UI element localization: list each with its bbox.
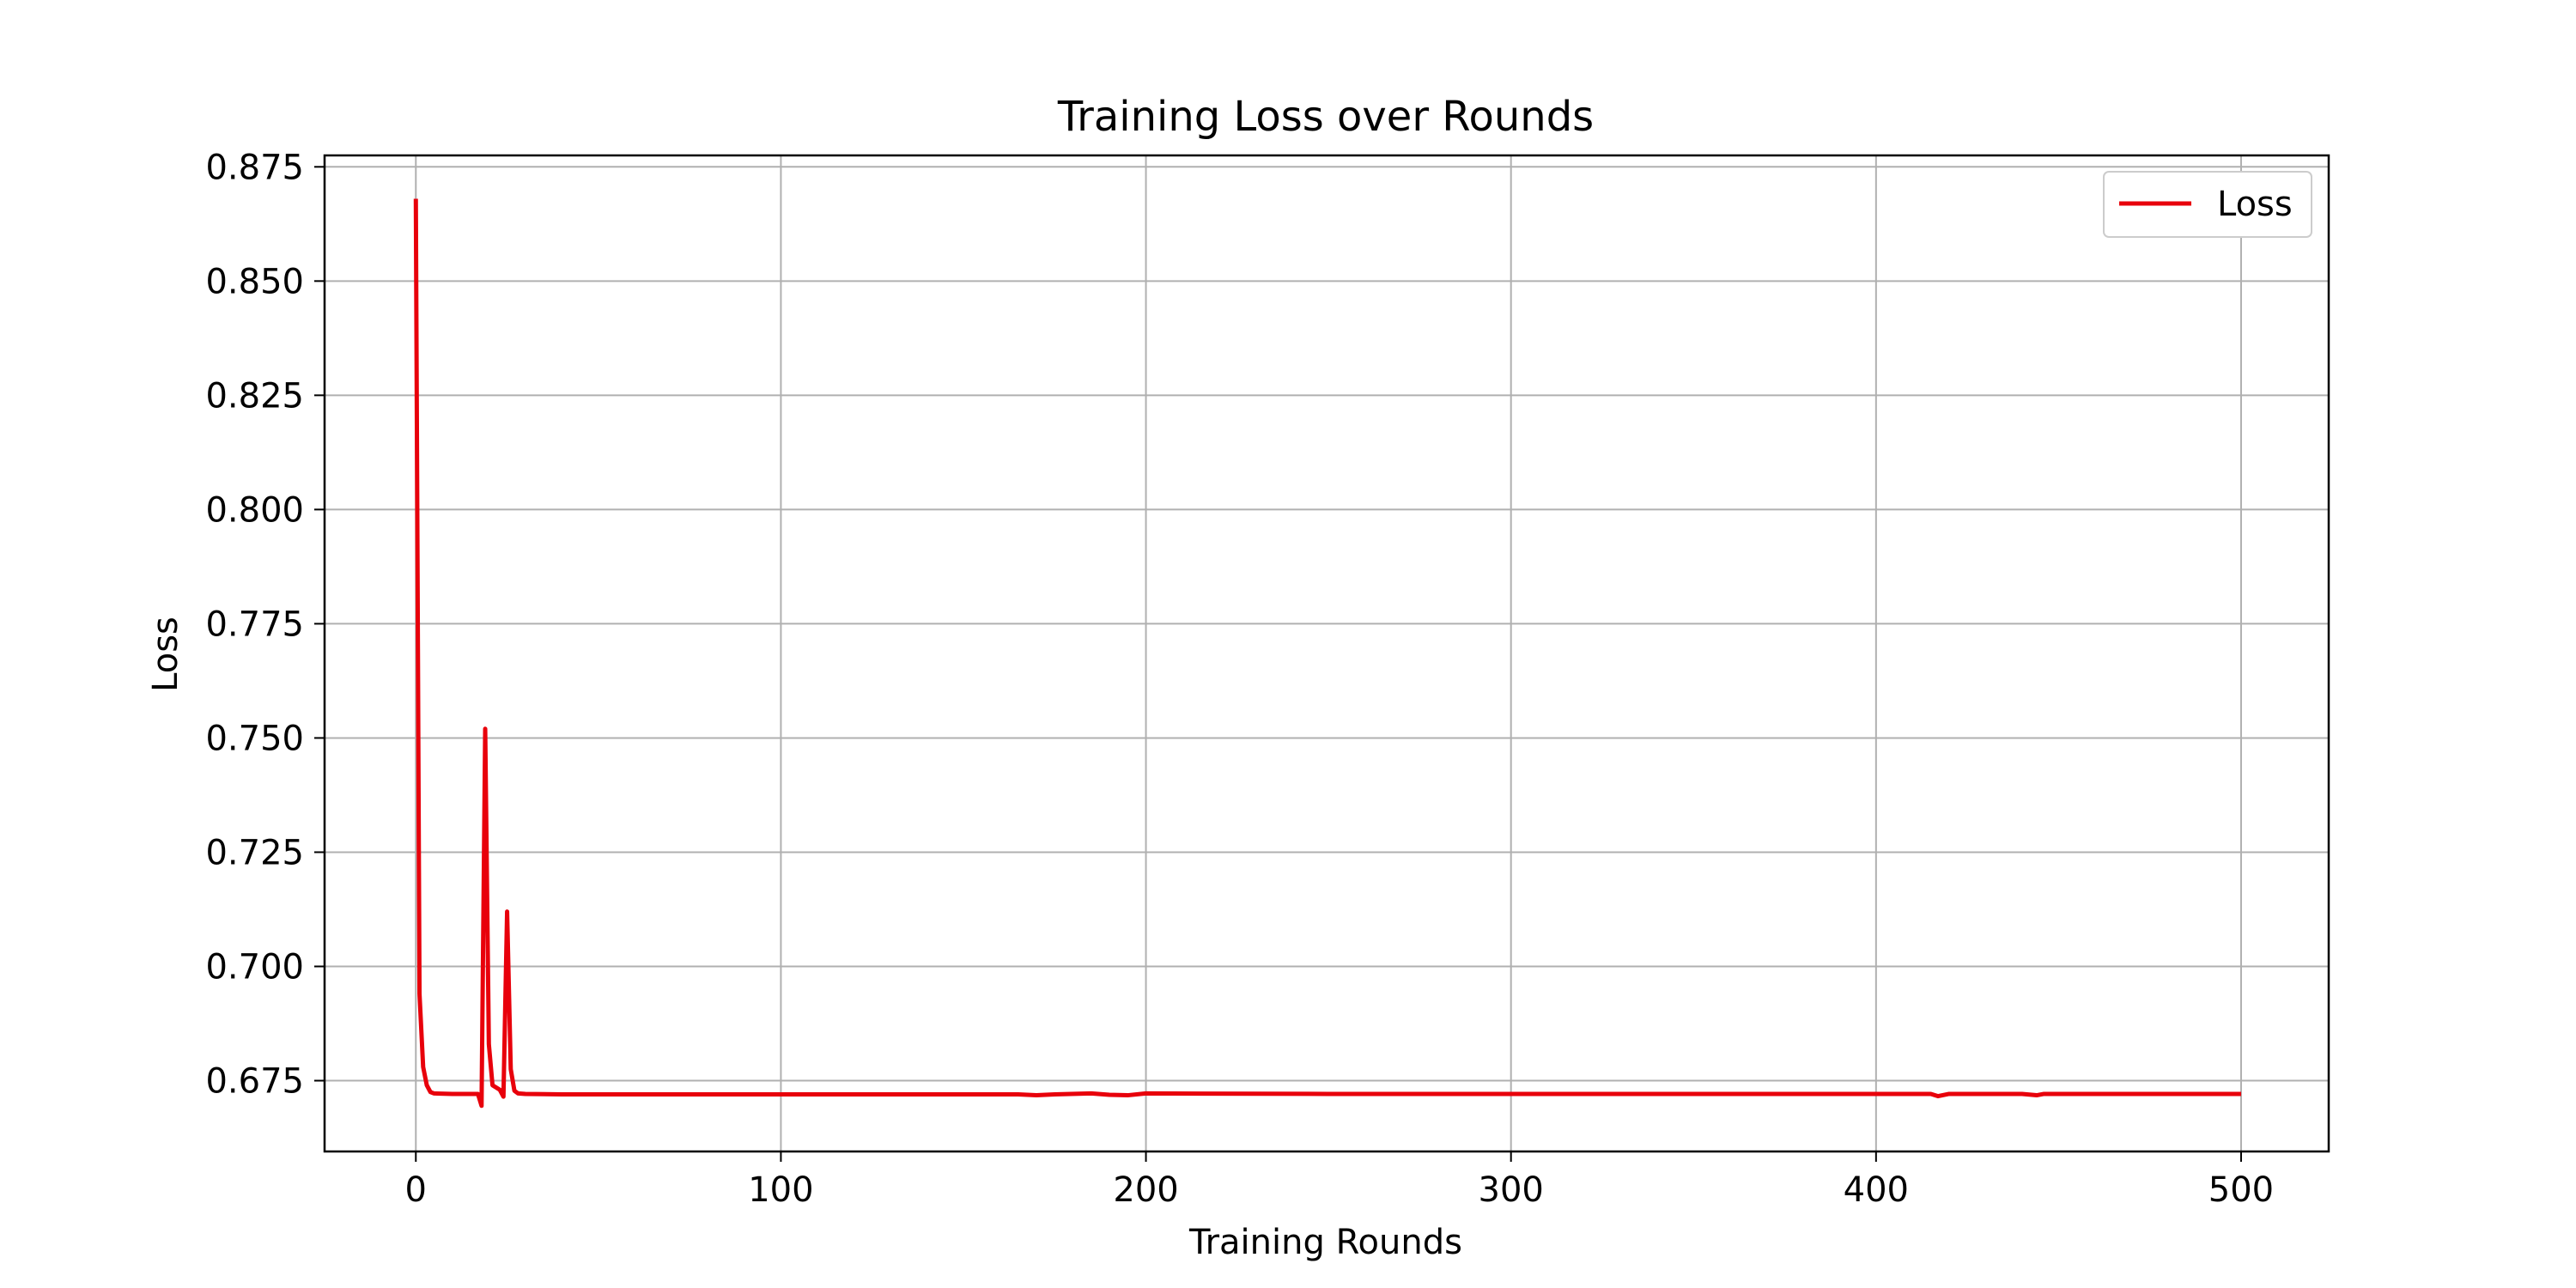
- y-axis-ticks: 0.675 0.700 0.725 0.750 0.775 0.800 0.825 0.850…: [205, 148, 325, 1102]
- y-tick-label: 0.775: [205, 605, 304, 644]
- chart-title: Training Loss over Rounds: [1057, 93, 1594, 141]
- x-tick-label: 100: [748, 1170, 813, 1210]
- x-axis-ticks: 0 100 200 300 400 500: [405, 1151, 2274, 1210]
- y-tick-label: 0.800: [205, 490, 304, 530]
- plot-frame: [323, 154, 2330, 1153]
- x-axis-label: Training Rounds: [1188, 1223, 1462, 1262]
- y-tick-label: 0.825: [205, 376, 304, 416]
- y-tick-label: 0.750: [205, 719, 304, 758]
- x-tick-label: 200: [1113, 1170, 1178, 1210]
- legend: Loss: [2103, 171, 2312, 238]
- y-tick-label: 0.875: [205, 148, 304, 187]
- y-tick-label: 0.850: [205, 262, 304, 301]
- y-tick-label: 0.700: [205, 947, 304, 987]
- y-tick-label: 0.725: [205, 833, 304, 872]
- x-tick-label: 0: [405, 1170, 427, 1210]
- series-layer: [413, 198, 2241, 1109]
- x-tick-label: 300: [1479, 1170, 1544, 1210]
- loss-series-line: [413, 198, 2241, 1109]
- grid-lines: [325, 155, 2329, 1151]
- legend-box: [2103, 171, 2312, 238]
- x-tick-label: 500: [2208, 1170, 2274, 1210]
- legend-label: Loss: [2217, 185, 2293, 224]
- y-axis-label: Loss: [146, 617, 185, 692]
- x-tick-label: 400: [1844, 1170, 1909, 1210]
- y-tick-label: 0.675: [205, 1062, 304, 1102]
